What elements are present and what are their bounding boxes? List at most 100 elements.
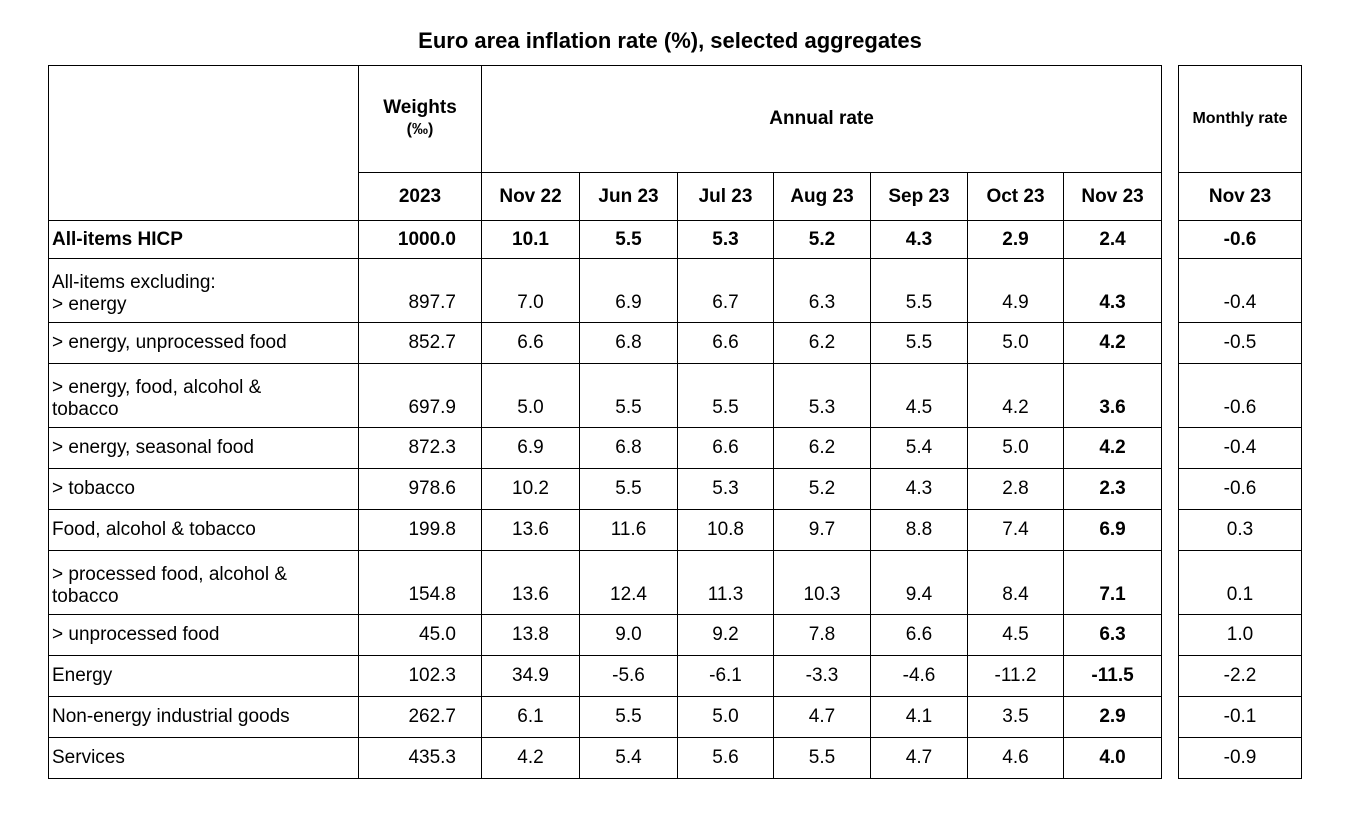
period-header: Aug 23 <box>773 172 871 221</box>
rate-cell: 7.4 <box>967 509 1064 551</box>
rate-cell: 4.5 <box>967 614 1064 656</box>
period-row: Nov 23 <box>1178 172 1302 221</box>
rate-cell: 6.9 <box>579 258 678 323</box>
data-row: All-items HICP 1000.0 10.1 5.5 5.3 5.2 4.3 2.9 2… <box>48 220 1163 259</box>
rate-cell: 4.5 <box>870 363 968 428</box>
rate-cell: 6.6 <box>870 614 968 656</box>
rate-cell: 10.1 <box>481 220 580 259</box>
data-row: Non-energy industrial goods 262.7 6.1 5.5 5.… <box>48 696 1163 738</box>
row-label: Non-energy industrial goods <box>48 696 359 738</box>
rate-cell: -4.6 <box>870 655 968 697</box>
rate-cell: 7.1 <box>1062 550 1163 615</box>
rate-cell: 10.2 <box>481 468 580 510</box>
rate-cell: 5.0 <box>677 696 774 738</box>
weights-header: Weights (‰) <box>358 65 482 173</box>
period-header: Nov 23 <box>1062 172 1163 221</box>
rate-cell: 9.0 <box>579 614 678 656</box>
weights-label: Weights <box>383 97 457 118</box>
data-row: Energy 102.3 34.9 -5.6 -6.1 -3.3 -4.6 -11.2 -11.… <box>48 655 1163 697</box>
data-row: -0.9 <box>1178 737 1302 779</box>
data-row: -0.6 <box>1178 363 1302 428</box>
rate-cell: 5.5 <box>677 363 774 428</box>
data-row: -2.2 <box>1178 655 1302 697</box>
rate-cell: 6.6 <box>481 322 580 364</box>
monthly-cell: 1.0 <box>1178 614 1302 656</box>
data-row: Food, alcohol & tobacco 199.8 13.6 11.6 10.8… <box>48 509 1163 551</box>
weight-cell: 102.3 <box>358 655 482 697</box>
weight-cell: 45.0 <box>358 614 482 656</box>
row-label: All-items excluding: > energy <box>48 258 359 323</box>
data-row: All-items excluding: > energy 897.7 7.0 6.9… <box>48 258 1163 323</box>
data-row: -0.5 <box>1178 322 1302 364</box>
rate-cell: 7.0 <box>481 258 580 323</box>
data-row: 1.0 <box>1178 614 1302 656</box>
weight-cell: 154.8 <box>358 550 482 615</box>
rate-cell: 6.9 <box>481 427 580 469</box>
header-row: Weights (‰) Annual rate <box>48 65 1163 221</box>
rate-cell: 4.2 <box>1062 427 1163 469</box>
data-row: -0.4 <box>1178 258 1302 323</box>
rate-cell: 9.2 <box>677 614 774 656</box>
monthly-cell: 0.1 <box>1178 550 1302 615</box>
rate-cell: 2.4 <box>1062 220 1163 259</box>
data-row: > tobacco 978.6 10.2 5.5 5.3 5.2 4.3 2.8 2.3 <box>48 468 1163 510</box>
rate-cell: 3.5 <box>967 696 1064 738</box>
rate-cell: 4.3 <box>1062 258 1163 323</box>
rate-cell: 6.6 <box>677 322 774 364</box>
rate-cell: 5.5 <box>773 737 871 779</box>
period-header: Sep 23 <box>870 172 968 221</box>
rate-cell: 5.0 <box>967 427 1064 469</box>
rate-cell: 8.8 <box>870 509 968 551</box>
weight-cell: 897.7 <box>358 258 482 323</box>
data-row: 0.1 <box>1178 550 1302 615</box>
period-header: Oct 23 <box>967 172 1064 221</box>
rate-cell: 6.8 <box>579 322 678 364</box>
monthly-cell: -0.9 <box>1178 737 1302 779</box>
rate-cell: 5.0 <box>967 322 1064 364</box>
header-row: Monthly rate <box>1178 65 1302 173</box>
rate-cell: 2.3 <box>1062 468 1163 510</box>
row-label: Food, alcohol & tobacco <box>48 509 359 551</box>
weight-cell: 697.9 <box>358 363 482 428</box>
data-row: > processed food, alcohol & tobacco 154.8… <box>48 550 1163 615</box>
rate-cell: 4.7 <box>773 696 871 738</box>
row-label: > processed food, alcohol & tobacco <box>48 550 359 615</box>
rate-cell: 2.9 <box>1062 696 1163 738</box>
rate-cell: 6.7 <box>677 258 774 323</box>
rate-cell: 13.6 <box>481 550 580 615</box>
monthly-cell: 0.3 <box>1178 509 1302 551</box>
rate-cell: -3.3 <box>773 655 871 697</box>
rate-cell: -5.6 <box>579 655 678 697</box>
rate-cell: 6.9 <box>1062 509 1163 551</box>
rate-cell: -11.5 <box>1062 655 1163 697</box>
rate-cell: 5.5 <box>579 220 678 259</box>
main-table: Weights (‰) Annual rate 2023 Nov 22 Jun 23 Jul… <box>48 65 1163 779</box>
rate-cell: 34.9 <box>481 655 580 697</box>
monthly-cell: -0.4 <box>1178 427 1302 469</box>
table-title: Euro area inflation rate (%), selected a… <box>418 28 922 53</box>
weight-cell: 262.7 <box>358 696 482 738</box>
rate-cell: 5.5 <box>870 258 968 323</box>
rate-cell: 5.6 <box>677 737 774 779</box>
data-row: 0.3 <box>1178 509 1302 551</box>
data-row: > energy, seasonal food 872.3 6.9 6.8 6.6 6.2… <box>48 427 1163 469</box>
rate-cell: 4.3 <box>870 220 968 259</box>
rate-cell: 4.3 <box>870 468 968 510</box>
row-label: All-items HICP <box>48 220 359 259</box>
data-row: Services 435.3 4.2 5.4 5.6 5.5 4.7 4.6 4.0 <box>48 737 1163 779</box>
data-row: > energy, unprocessed food 852.7 6.6 6.8 6.6… <box>48 322 1163 364</box>
rate-cell: 8.4 <box>967 550 1064 615</box>
rate-cell: 4.9 <box>967 258 1064 323</box>
monthly-cell: -0.4 <box>1178 258 1302 323</box>
monthly-cell: -0.6 <box>1178 468 1302 510</box>
rate-cell: 5.3 <box>677 468 774 510</box>
period-header: Nov 23 <box>1178 172 1302 221</box>
data-row: -0.4 <box>1178 427 1302 469</box>
monthly-cell: -0.6 <box>1178 363 1302 428</box>
rate-cell: 5.4 <box>579 737 678 779</box>
rate-cell: 6.6 <box>677 427 774 469</box>
monthly-cell: -0.1 <box>1178 696 1302 738</box>
period-header: Nov 22 <box>481 172 580 221</box>
rate-cell: 6.8 <box>579 427 678 469</box>
rate-cell: 5.2 <box>773 468 871 510</box>
